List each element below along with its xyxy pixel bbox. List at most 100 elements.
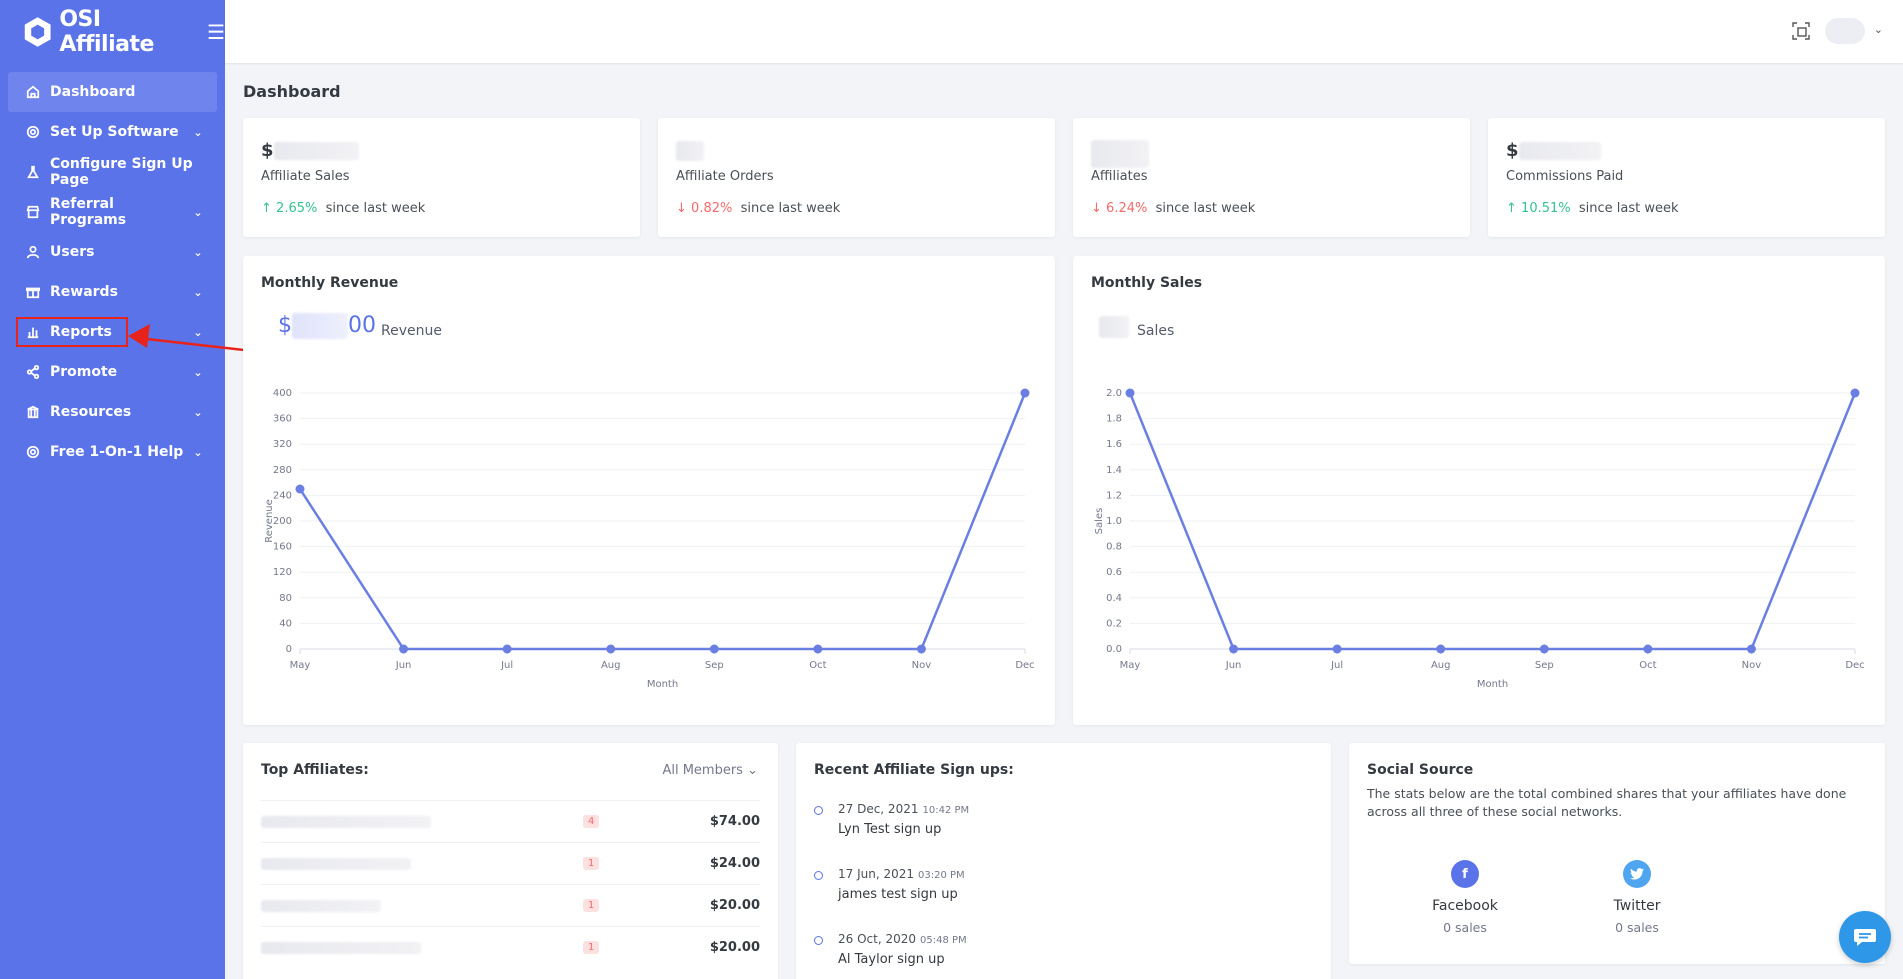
stat-change: ↑ 2.65% since last week [261, 201, 426, 216]
twitter-icon [1623, 860, 1651, 888]
table-row[interactable]: 1 $20.00 [261, 884, 760, 926]
y-tick-label: 240 [273, 490, 292, 501]
data-point [916, 644, 926, 654]
home-icon [25, 84, 41, 100]
arrow-up-icon: ↑ [261, 201, 272, 216]
y-tick-label: 360 [273, 414, 292, 425]
top-affiliates-card: Top Affiliates: All Members ⌄ 4 $74.00 1… [243, 743, 778, 979]
fullscreen-icon[interactable] [1792, 22, 1810, 40]
x-tick-label: Sep [1535, 660, 1554, 671]
share-icon [25, 364, 41, 380]
bar-chart-icon [25, 324, 41, 340]
x-tick-label: Oct [809, 660, 826, 671]
sidebar-item-promote[interactable]: Promote ⌄ [8, 352, 217, 392]
x-tick-label: Dec [1845, 660, 1864, 671]
card-title: Monthly Revenue [261, 275, 399, 291]
data-point [1332, 644, 1342, 654]
x-tick-label: Jul [500, 660, 513, 671]
menu-toggle-icon[interactable]: ☰ [207, 20, 225, 44]
user-menu[interactable] [1825, 18, 1865, 44]
y-tick-label: 1.4 [1106, 465, 1122, 476]
members-filter-select[interactable]: All Members ⌄ [662, 763, 758, 778]
affiliate-name [261, 899, 381, 912]
revenue-line-chart: 0 40 80 120 160 200 240 280 320 360 400 May Jun Jul Au… [264, 388, 1035, 690]
x-tick-label: Jun [395, 660, 412, 671]
facebook-icon: f [1451, 860, 1479, 888]
x-tick-label: Aug [601, 660, 621, 671]
chevron-down-icon: ⌄ [193, 325, 203, 339]
affiliate-count-badge: 1 [583, 857, 600, 870]
gift-icon [25, 284, 41, 300]
stat-change: ↑ 10.51% since last week [1506, 201, 1679, 216]
building-icon [25, 404, 41, 420]
y-axis-title: Sales [1094, 508, 1105, 535]
affiliate-name [261, 815, 431, 828]
chevron-down-icon[interactable]: ⌄ [1873, 23, 1883, 36]
x-tick-label: Aug [1431, 660, 1451, 671]
sidebar-item-set-up-software[interactable]: Set Up Software ⌄ [8, 112, 217, 152]
sidebar-item-resources[interactable]: Resources ⌄ [8, 392, 217, 432]
sidebar-item-free-help[interactable]: Free 1-On-1 Help ⌄ [8, 432, 217, 472]
sidebar-item-rewards[interactable]: Rewards ⌄ [8, 272, 217, 312]
table-row[interactable]: 1 $20.00 [261, 926, 760, 968]
sidebar-item-configure-sign-up-page[interactable]: Configure Sign Up Page [8, 152, 217, 192]
y-tick-label: 120 [273, 567, 292, 578]
social-twitter[interactable]: Twitter 0 sales [1577, 860, 1697, 935]
y-tick-label: 200 [273, 516, 292, 527]
affiliate-count-badge: 4 [583, 815, 600, 828]
y-tick-label: 40 [279, 618, 292, 629]
y-tick-label: 0.0 [1106, 644, 1122, 655]
affiliate-name [261, 941, 421, 954]
affiliate-amount: $20.00 [709, 940, 760, 955]
chevron-down-icon: ⌄ [193, 405, 203, 419]
y-tick-label: 320 [273, 439, 292, 450]
stat-value [676, 140, 704, 161]
y-tick-label: 280 [273, 465, 292, 476]
data-point [813, 644, 823, 654]
chevron-down-icon: ⌄ [193, 365, 203, 379]
chevron-down-icon: ⌄ [193, 125, 203, 139]
data-point [606, 644, 616, 654]
chat-icon [1854, 929, 1876, 946]
sidebar-item-label: Free 1-On-1 Help [50, 444, 184, 460]
revenue-value: $00 [278, 313, 376, 339]
table-row[interactable]: 1 $24.00 [261, 842, 760, 884]
x-tick-label: Jun [1225, 660, 1242, 671]
sales-line-chart: 0.0 0.2 0.4 0.6 0.8 1.0 1.2 1.4 1.6 1.8 2.0 May Jun J… [1094, 388, 1865, 690]
affiliate-amount: $20.00 [709, 898, 760, 913]
stat-change: ↓ 6.24% since last week [1091, 201, 1256, 216]
sidebar-item-label: Dashboard [50, 84, 136, 100]
table-row[interactable]: 4 $74.00 [261, 800, 760, 842]
social-count: 0 sales [1615, 920, 1659, 935]
sidebar-item-users[interactable]: Users ⌄ [8, 232, 217, 272]
chat-button[interactable] [1839, 911, 1891, 963]
signup-text: Lyn Test sign up [838, 822, 942, 837]
store-icon [25, 204, 41, 220]
x-tick-label: Nov [912, 660, 932, 671]
sidebar-item-dashboard[interactable]: Dashboard [8, 72, 217, 112]
arrow-up-icon: ↑ [1506, 201, 1517, 216]
chevron-down-icon: ⌄ [193, 285, 203, 299]
sidebar-item-reports[interactable]: Reports ⌄ [8, 312, 217, 352]
recent-signups-card: Recent Affiliate Sign ups: 27 Dec, 2021 1… [796, 743, 1331, 979]
data-point [1539, 644, 1549, 654]
y-tick-label: 1.6 [1106, 439, 1122, 450]
series-line [298, 392, 1027, 651]
revenue-legend: Revenue [381, 323, 442, 339]
sidebar-item-label: Set Up Software [50, 124, 179, 140]
stat-card-affiliate-orders: Affiliate Orders ↓ 0.82% since last week [658, 118, 1055, 237]
user-icon [25, 244, 41, 260]
topbar: ⌄ [225, 0, 1903, 63]
y-axis-title: Revenue [264, 499, 275, 543]
sidebar-item-referral-programs[interactable]: Referral Programs ⌄ [8, 192, 217, 232]
data-point [1125, 388, 1135, 398]
series-line [1128, 392, 1857, 651]
monthly-revenue-card: Monthly Revenue $00 Revenue 0 40 80 120 160 2… [243, 256, 1055, 725]
affiliate-amount: $24.00 [709, 856, 760, 871]
card-title: Recent Affiliate Sign ups: [814, 762, 1014, 778]
sidebar-item-label: Referral Programs [50, 196, 127, 228]
data-point [399, 644, 409, 654]
stat-label: Commissions Paid [1506, 169, 1624, 184]
x-tick-label: Sep [705, 660, 724, 671]
social-facebook[interactable]: f Facebook 0 sales [1405, 860, 1525, 935]
